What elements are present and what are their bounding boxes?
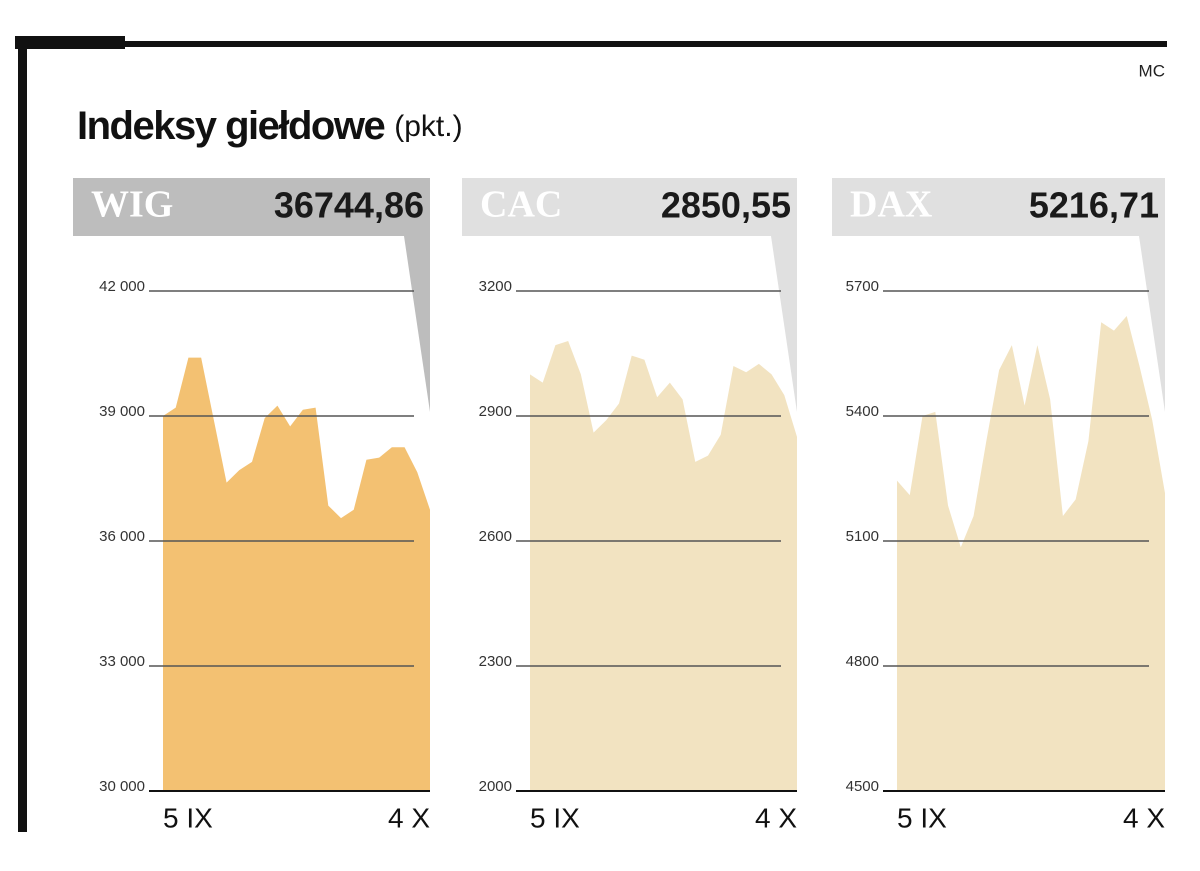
y-tick-label: 39 000 (99, 403, 145, 420)
y-tick-label: 5100 (846, 528, 879, 545)
frame-top (15, 41, 1167, 47)
header-title: WIG (91, 184, 173, 226)
y-tick-label: 30 000 (99, 778, 145, 795)
frame-left (18, 40, 27, 832)
header-box (462, 178, 797, 236)
y-tick-label: 5700 (846, 278, 879, 295)
title-text: Indeksy giełdowe (77, 104, 384, 148)
y-tick-label: 42 000 (99, 278, 145, 295)
y-tick-label: 3200 (479, 278, 512, 295)
y-tick-label: 2600 (479, 528, 512, 545)
header-pointer (404, 236, 430, 412)
header-value: 36744,86 (274, 185, 424, 226)
credit: MC (1139, 61, 1165, 80)
y-tick-label: 5400 (846, 403, 879, 420)
header-box (832, 178, 1165, 236)
header-title: DAX (850, 184, 932, 226)
unit: (pkt.) (394, 110, 462, 143)
header-title: CAC (480, 184, 562, 226)
y-tick-label: 4500 (846, 778, 879, 795)
header-value: 2850,55 (661, 185, 791, 226)
y-tick-label: 4800 (846, 653, 879, 670)
x-tick-label: 5 IX (530, 802, 580, 833)
y-tick-label: 2900 (479, 403, 512, 420)
header-pointer (771, 236, 797, 412)
x-tick-label: 5 IX (897, 802, 947, 833)
y-tick-label: 2300 (479, 653, 512, 670)
y-tick-label: 33 000 (99, 653, 145, 670)
area (530, 341, 797, 791)
x-tick-label: 5 IX (163, 802, 213, 833)
header-value: 5216,71 (1029, 185, 1159, 226)
y-tick-label: 36 000 (99, 528, 145, 545)
main-title: Indeksy giełdowe (pkt.) (77, 104, 463, 148)
x-tick-label: 4 X (388, 802, 430, 833)
y-tick-label: 2000 (479, 778, 512, 795)
x-tick-label: 4 X (755, 802, 797, 833)
x-tick-label: 4 X (1123, 802, 1165, 833)
area (897, 316, 1165, 791)
area (163, 357, 430, 791)
header-pointer (1139, 236, 1165, 412)
header-box (73, 178, 430, 236)
